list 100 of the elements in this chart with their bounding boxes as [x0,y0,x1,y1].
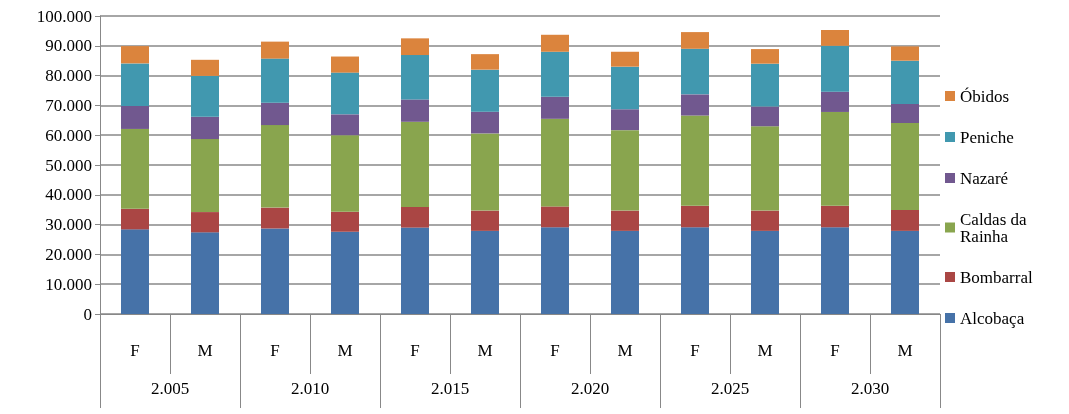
bar [471,230,499,314]
bar [541,51,569,97]
bar [751,49,779,64]
x-tick-label: M [757,341,773,360]
bar [471,54,499,70]
bar [121,106,149,129]
bar [541,227,569,314]
x-tick-label: F [830,341,840,360]
bar [891,230,919,314]
bar [541,206,569,228]
bar [821,205,849,228]
bar [121,208,149,230]
bar [261,125,289,208]
bar [401,55,429,100]
bar [471,69,499,112]
legend-label: Óbidos [960,86,1010,106]
bar [261,58,289,103]
bar [121,46,149,64]
text: 2.030 [850,379,890,398]
legend-label: Caldas da Rainha [960,209,1031,246]
bar [891,46,919,61]
bar [191,139,219,213]
x-tick-label: F [410,341,420,360]
bar [191,75,219,117]
y-tick-label: 60.000 [45,125,92,145]
text: 2.005 [150,379,190,398]
legend-label: Nazaré [960,168,1009,188]
bar [751,210,779,231]
bar [611,66,639,110]
x-tick-label: F [550,341,560,360]
bar [401,207,429,228]
bar [401,99,429,122]
bar [891,60,919,104]
bar [541,34,569,52]
bar [471,111,499,134]
y-tick-label: 70.000 [45,95,92,115]
x-tick-label: M [337,341,353,360]
x-tick-label: M [617,341,633,360]
bar [891,210,919,231]
y-tick-label: 30.000 [45,215,92,235]
bar [751,126,779,211]
bar [821,227,849,314]
bar [611,130,639,211]
bar [331,231,359,314]
bar [121,128,149,209]
bar [891,103,919,123]
y-tick-label: 10.000 [45,274,92,294]
bar [331,135,359,212]
text: 2.025 [710,379,750,398]
y-tick-label: 90.000 [45,36,92,56]
bar [681,115,709,206]
y-tick-label: 50.000 [45,155,92,175]
bar [681,48,709,95]
bar [191,59,219,76]
bar [121,229,149,314]
y-tick-label: 40.000 [45,185,92,205]
text: 2.020 [570,379,610,398]
y-tick-label: 80.000 [45,66,92,86]
bar [681,94,709,116]
bar [751,106,779,127]
x-tick-label: F [130,341,140,360]
bar [821,91,849,112]
bar [471,210,499,231]
bar [611,51,639,67]
bar [401,38,429,56]
x-tick-label: M [897,341,913,360]
bar [121,63,149,106]
bar [821,30,849,46]
bar [261,207,289,229]
legend-label: Peniche [960,127,1014,147]
bar [681,227,709,314]
x-tick-label: F [270,341,280,360]
x-tick-label: F [690,341,700,360]
bar [261,228,289,314]
bar [751,230,779,314]
x-tick-label: M [477,341,493,360]
y-tick-label: 100.000 [36,6,92,26]
bar [541,118,569,207]
bar [401,227,429,314]
bar [331,56,359,73]
y-tick-label: 20.000 [45,244,92,264]
bar [191,116,219,140]
bar [611,230,639,314]
bar [191,232,219,314]
bar [541,96,569,119]
bar [191,212,219,233]
bar [401,121,429,208]
bar [681,205,709,228]
text: 2.015 [430,379,470,398]
bar [331,211,359,232]
legend-label: Bombarral [960,267,1033,287]
legend-label: Alcobaça [960,308,1025,328]
bar [331,114,359,136]
bar [611,210,639,231]
bar [331,72,359,115]
bar [261,102,289,126]
bar [261,41,289,59]
bar [821,111,849,206]
bar [891,122,919,210]
x-tick-label: M [197,341,213,360]
